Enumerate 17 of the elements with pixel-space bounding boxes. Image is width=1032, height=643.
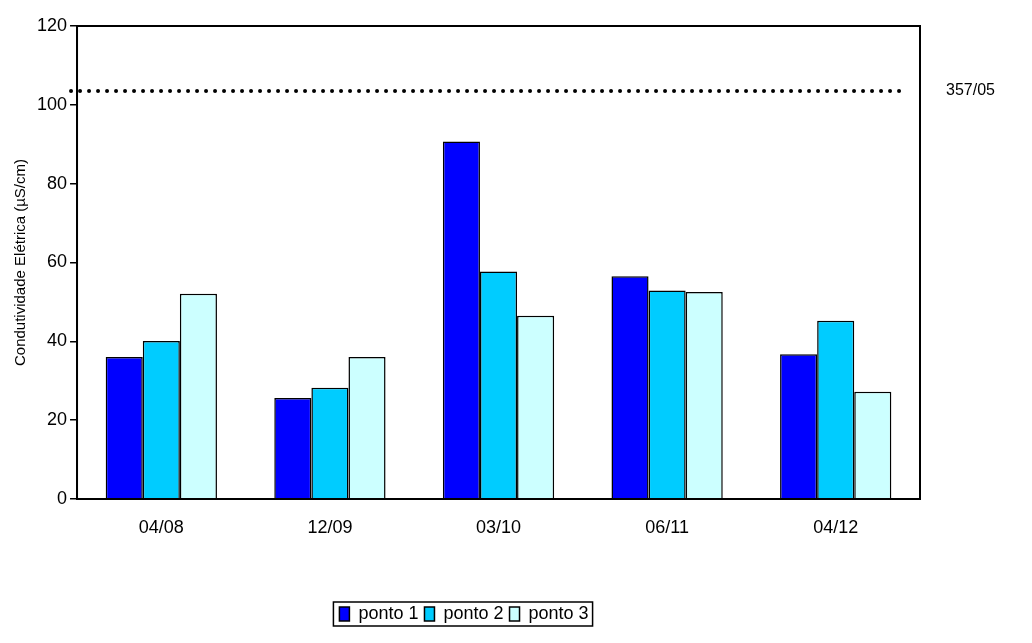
x-tick-label: 06/11 — [645, 516, 689, 537]
y-tick-label: 60 — [47, 251, 68, 272]
y-tick-label: 20 — [47, 409, 68, 430]
legend-label: ponto 2 — [443, 602, 504, 623]
legend-label: ponto 1 — [358, 602, 419, 623]
x-tick-label: 04/08 — [138, 516, 184, 537]
y-tick-label: 100 — [36, 93, 68, 114]
y-tick-label: 40 — [47, 330, 68, 351]
legend-label: ponto 3 — [528, 602, 589, 623]
x-tick-label: 12/09 — [307, 516, 353, 537]
text: 357/05 — [946, 81, 996, 99]
x-tick-label: 04/12 — [813, 516, 859, 537]
x-tick-label: 03/10 — [475, 516, 522, 537]
y-tick-label: 0 — [57, 487, 68, 508]
y-tick-label: 80 — [47, 172, 68, 193]
y-axis-title: Condutividade Elétrica (µS/cm) — [11, 158, 29, 367]
y-tick-label: 120 — [36, 14, 68, 35]
